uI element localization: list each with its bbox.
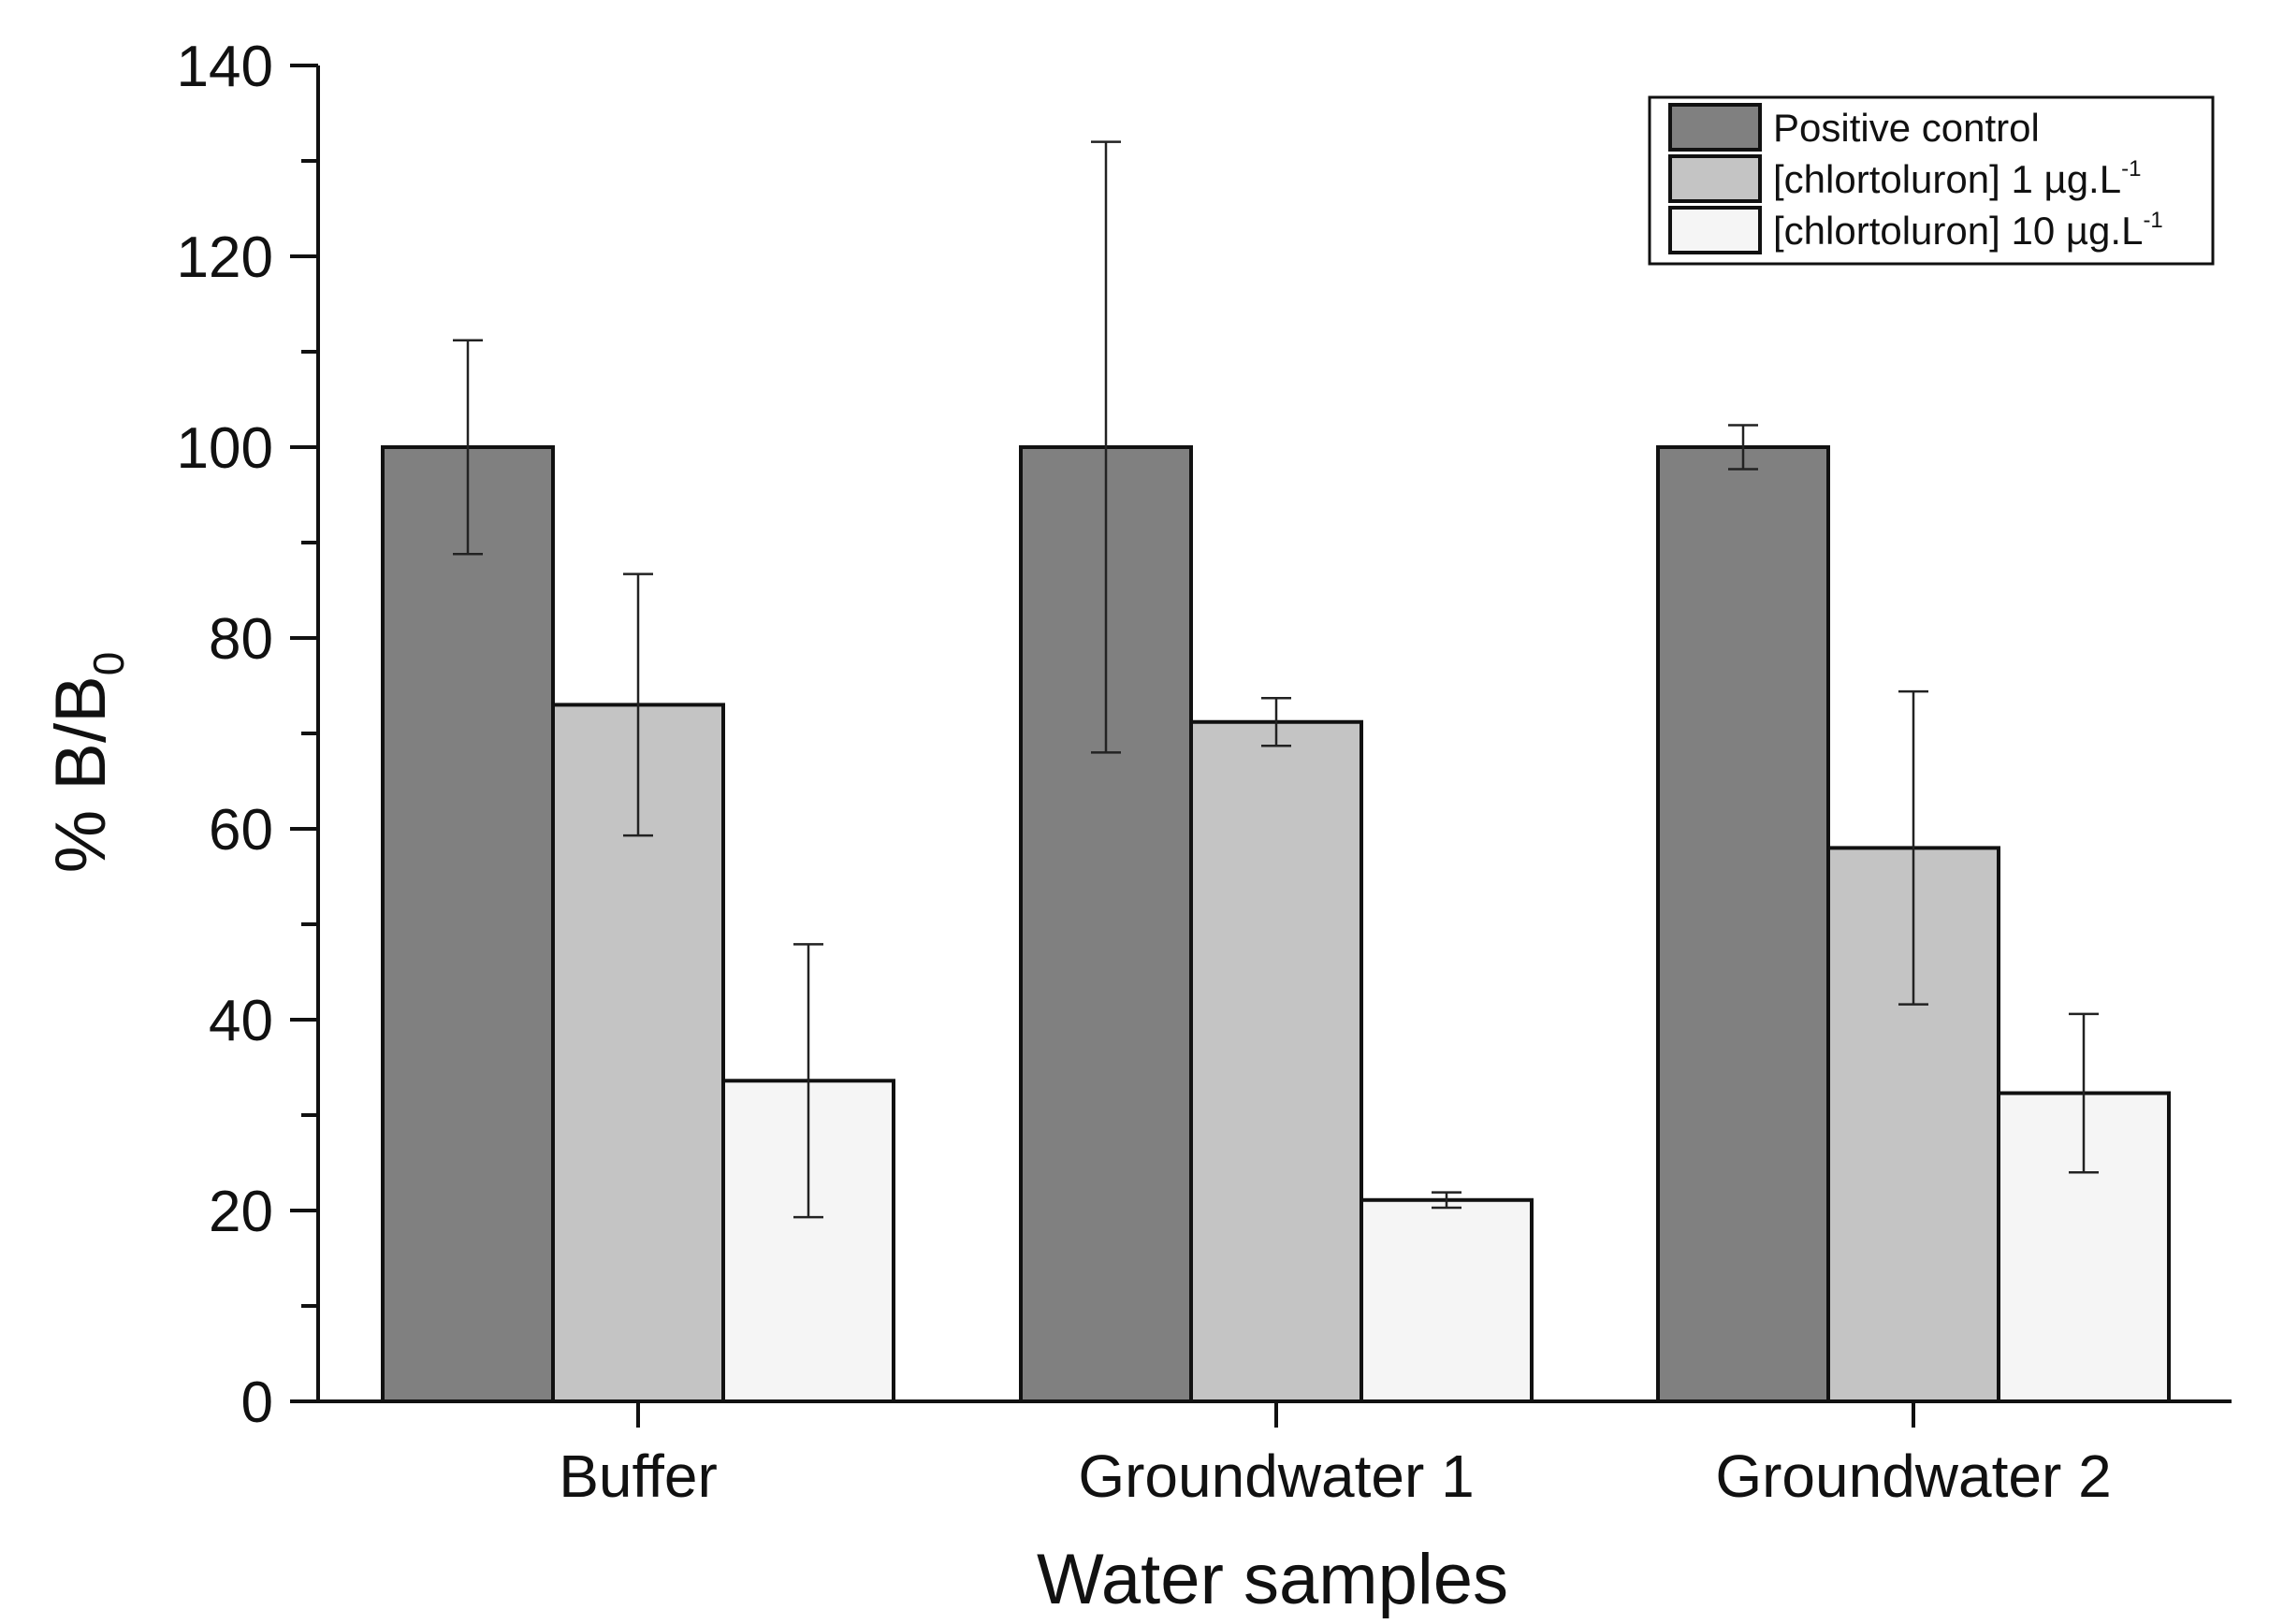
y-tick-label: 60 [209,798,273,863]
y-tick-label: 0 [241,1370,273,1435]
legend-swatch [1668,103,1762,152]
bar [1360,1197,1534,1404]
y-tick-label: 100 [177,416,273,481]
legend-label-superscript: -1 [2121,156,2141,181]
y-tick-label: 20 [209,1180,273,1244]
legend-label: [chlortoluron] 10 µg.L-1 [1773,208,2163,253]
y-tick-label: 80 [209,607,273,672]
bars-layer [381,140,2171,1404]
bar [381,445,555,1403]
bar [1189,719,1363,1403]
y-tick-label: 140 [177,35,273,99]
legend-label: [chlortoluron] 1 µg.L-1 [1773,156,2141,201]
y-tick-label: 40 [209,989,273,1053]
legend-label: Positive control [1773,106,2040,150]
legend-label-text: Positive control [1773,106,2040,150]
x-tick-label: Groundwater 2 [1715,1443,2111,1510]
legend-swatch [1668,206,1762,254]
legend-label-text: [chlortoluron] 10 µg.L [1773,209,2143,253]
y-axis: 0 20 40 60 80 100 120 140 [177,35,320,1435]
legend-swatch [1668,154,1762,203]
legend-label-superscript: -1 [2143,208,2162,233]
legend: Positive control[chlortoluron] 1 µg.L-1[… [1648,95,2215,266]
x-axis-title: Water samples [1037,1540,1508,1619]
legend-label-text: [chlortoluron] 1 µg.L [1773,157,2121,201]
y-axis-title: % B/B0 [41,652,133,874]
y-axis-title-main: % B/B [41,675,121,873]
y-axis-title-subscript: 0 [84,652,133,676]
x-tick-label: Buffer [559,1443,718,1510]
x-axis: Buffer Groundwater 1 Groundwater 2 [290,1399,2232,1510]
x-tick-label: Groundwater 1 [1078,1443,1474,1510]
bar [1656,445,1830,1403]
y-tick-label: 120 [177,225,273,290]
